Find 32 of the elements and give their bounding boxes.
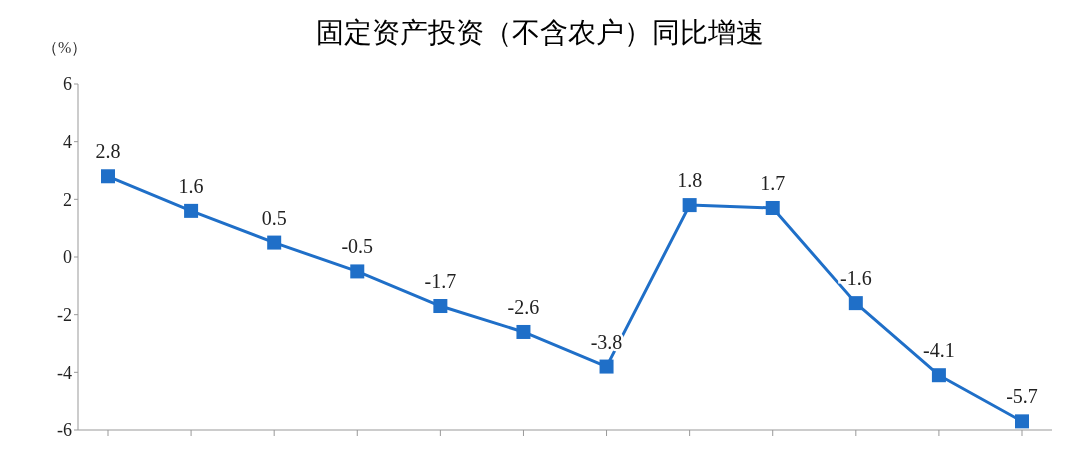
data-label: 1.7 (760, 171, 786, 194)
chart-title: 固定资产投资（不含农户）同比增速 (316, 16, 764, 49)
point (765, 200, 780, 215)
y-tick-label: 0 (63, 247, 72, 268)
point (101, 169, 115, 184)
data-label: -1.7 (424, 270, 457, 293)
data-label: 2.8 (95, 140, 121, 163)
point (931, 368, 946, 383)
point (267, 235, 282, 250)
data-label: -0.5 (341, 235, 374, 258)
data-label: 1.6 (178, 174, 204, 197)
y-tick-label: -2 (57, 305, 72, 326)
point (599, 359, 614, 374)
y-axis-title: （%） (42, 38, 88, 58)
y-tick-label: 2 (63, 189, 72, 210)
point (848, 296, 863, 311)
data-label: -4.1 (923, 339, 955, 362)
point (433, 299, 448, 314)
point (1015, 414, 1029, 429)
data-label: -2.6 (507, 295, 540, 318)
y-tick-label: 4 (63, 132, 72, 153)
data-label: -5.7 (1006, 385, 1038, 408)
y-tick-label: 6 (63, 74, 72, 95)
point (516, 324, 531, 339)
point (682, 198, 697, 213)
data-label: 1.8 (677, 169, 703, 192)
point (350, 264, 365, 279)
point (184, 203, 199, 218)
y-tick-label: -4 (57, 362, 72, 383)
y-tick-label: -6 (57, 420, 72, 441)
data-label: 0.5 (261, 206, 287, 229)
data-label: -1.6 (839, 267, 872, 290)
